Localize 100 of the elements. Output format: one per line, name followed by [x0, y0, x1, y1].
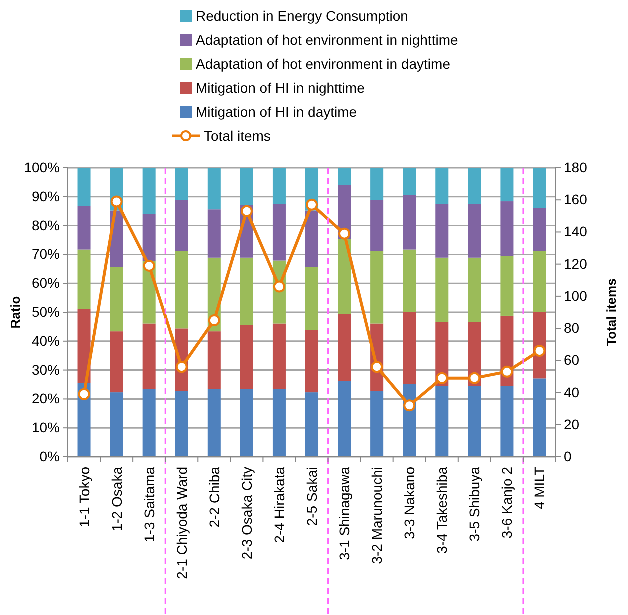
y2-tick-label: 180 [564, 159, 588, 176]
y-tick-label: 50% [32, 304, 60, 320]
bar [533, 208, 546, 252]
legend-label: Mitigation of HI in daytime [196, 104, 358, 120]
bar [110, 332, 124, 393]
bar [403, 168, 416, 196]
x-tick-label: 2-1 Chiyoda Ward [174, 467, 190, 580]
legend-label: Reduction in Energy Consumption [196, 8, 408, 24]
x-tick-label: 2-3 Osaka City [238, 467, 255, 560]
bar [338, 314, 352, 382]
bar [370, 391, 384, 457]
bar [468, 386, 482, 457]
legend-label: Adaptation of hot environment in daytime [196, 56, 451, 72]
point [176, 361, 188, 374]
bar [240, 325, 254, 390]
bar [240, 258, 254, 326]
y2-tick-label: 160 [564, 192, 588, 208]
bar [110, 392, 124, 457]
bar [175, 200, 188, 252]
x-tick-label: 3-6 Kanjo 2 [499, 466, 516, 539]
point [338, 228, 351, 240]
y2-tick-label: 100 [564, 288, 588, 304]
y-tick-label: 90% [32, 188, 60, 204]
legend-label: Mitigation of HI in nighttime [196, 80, 366, 96]
bar [436, 386, 449, 457]
bar [468, 168, 482, 204]
bar [468, 204, 482, 258]
bar [305, 267, 319, 330]
y2-tick-label: 0 [564, 448, 572, 464]
bar [403, 250, 416, 312]
y-tick-label: 100% [24, 159, 60, 176]
bar [500, 256, 514, 316]
x-tick-label: 3-2 Marunouchi [369, 467, 386, 564]
bar [78, 250, 91, 310]
y-tick-label: 40% [32, 332, 60, 349]
legend-label: Adaptation of hot environment in nighttime [196, 32, 458, 48]
bar [533, 378, 546, 457]
x-tick-label: 2-5 Sakai [304, 467, 320, 526]
bar [305, 330, 319, 393]
point [240, 205, 253, 218]
y-tick-label: 70% [32, 246, 60, 262]
x-tick-label: 3-3 Nakano [402, 466, 418, 540]
x-tick-label: 1-3 Saitama [141, 466, 158, 542]
y-axis-title: Ratio [8, 296, 23, 329]
bar [208, 168, 221, 210]
point [143, 260, 156, 272]
y-tick-label: 60% [32, 275, 60, 292]
bar [272, 204, 286, 261]
bar [272, 168, 286, 204]
point [208, 314, 220, 327]
x-tick-label: 4 MILT [532, 466, 548, 510]
x-tick-label: 1-2 Osaka [108, 466, 125, 532]
point [371, 361, 384, 374]
bar [338, 168, 352, 186]
bar [500, 168, 514, 202]
bar [208, 389, 221, 457]
bar [142, 214, 156, 262]
bar [240, 389, 254, 457]
bar [533, 168, 546, 208]
bar [208, 210, 221, 258]
bar [370, 200, 384, 252]
x-tick-label: 3-5 Shibuya [466, 466, 483, 542]
bar [403, 312, 416, 384]
bar [436, 258, 449, 322]
bar [240, 168, 254, 205]
bar [175, 251, 188, 329]
legend-label: Total items [204, 128, 271, 144]
bar [370, 251, 384, 324]
bar [436, 168, 449, 204]
point [436, 372, 448, 384]
bar [272, 324, 286, 390]
bar [78, 309, 91, 384]
bar [533, 251, 546, 312]
bar [175, 391, 188, 457]
y-tick-label: 0% [40, 448, 60, 464]
bar [78, 168, 91, 206]
bar [500, 202, 514, 256]
bar [272, 389, 286, 457]
bar [338, 239, 352, 314]
point [404, 400, 416, 412]
y2-tick-label: 60 [564, 352, 580, 368]
y-tick-label: 80% [32, 217, 60, 234]
point [78, 388, 90, 400]
bar [142, 168, 156, 214]
y-tick-label: 10% [32, 420, 60, 436]
y2-tick-label: 140 [564, 224, 588, 240]
point [534, 345, 546, 358]
point [306, 198, 318, 211]
y2-tick-label: 40 [564, 384, 580, 400]
y2-axis-title: Total items [604, 278, 619, 346]
bar [305, 392, 319, 457]
bar [468, 258, 482, 322]
bar [436, 204, 449, 258]
bar [370, 168, 384, 200]
x-tick-label: 3-1 Shinagawa [336, 466, 353, 560]
bar [500, 386, 514, 457]
y-tick-label: 20% [32, 390, 60, 407]
x-tick-label: 2-4 Hirakata [271, 466, 288, 544]
point [273, 280, 286, 293]
y2-tick-label: 80 [564, 320, 580, 336]
